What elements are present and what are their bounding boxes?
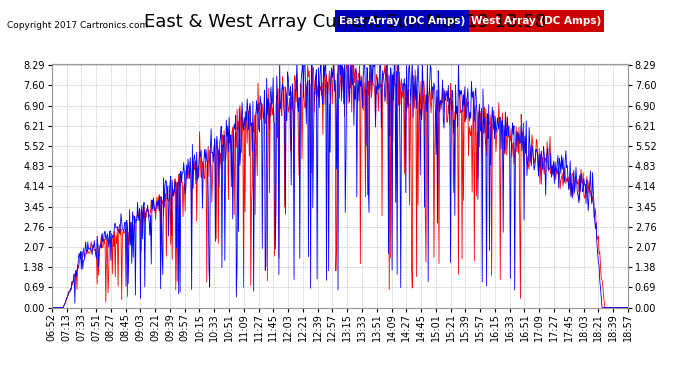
Text: West Array (DC Amps): West Array (DC Amps): [471, 16, 602, 26]
Text: East Array (DC Amps): East Array (DC Amps): [339, 16, 465, 26]
Text: East & West Array Current Sun Mar 19 18:58: East & West Array Current Sun Mar 19 18:…: [144, 13, 546, 31]
Text: Copyright 2017 Cartronics.com: Copyright 2017 Cartronics.com: [7, 21, 148, 30]
